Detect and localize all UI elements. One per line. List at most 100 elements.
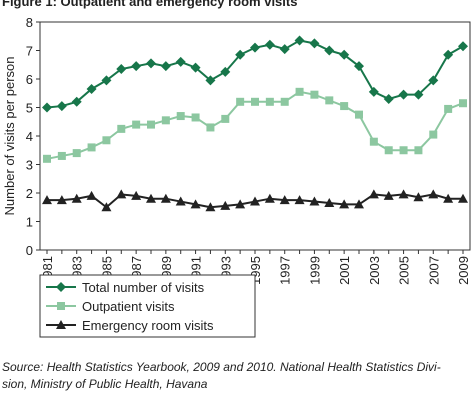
marker: [131, 61, 142, 72]
marker: [175, 56, 186, 67]
marker: [57, 302, 65, 310]
marker: [236, 97, 245, 106]
marker: [57, 151, 66, 160]
legend-label: Total number of visits: [82, 280, 205, 295]
marker: [398, 189, 409, 199]
marker: [458, 41, 468, 52]
y-tick-label: 2: [26, 186, 33, 201]
y-axis-label: Number of visits per person: [2, 57, 17, 216]
marker: [220, 66, 231, 77]
marker: [250, 196, 260, 206]
marker: [251, 97, 259, 106]
marker: [280, 97, 289, 106]
chart-title: Figure 1: Outpatient and emergency room …: [2, 0, 297, 9]
marker: [324, 45, 335, 56]
marker: [354, 199, 364, 209]
marker: [71, 193, 82, 203]
marker: [264, 193, 275, 203]
marker: [235, 199, 246, 209]
marker: [190, 62, 201, 73]
marker: [175, 196, 186, 206]
y-tick-label: 6: [26, 72, 33, 87]
marker: [399, 146, 408, 155]
marker: [383, 190, 394, 200]
marker: [355, 110, 363, 119]
marker: [56, 101, 67, 112]
marker: [458, 193, 468, 203]
marker: [161, 116, 170, 125]
y-tick-label: 4: [26, 129, 33, 144]
y-tick-label: 8: [26, 15, 33, 30]
marker: [443, 193, 454, 203]
marker: [444, 104, 453, 113]
marker: [146, 58, 156, 69]
marker: [339, 199, 350, 209]
y-tick-label: 7: [26, 44, 33, 59]
y-tick-label: 0: [26, 243, 33, 258]
y-tick-label: 5: [26, 101, 33, 116]
marker: [191, 113, 200, 122]
marker: [117, 124, 126, 133]
source: sion, Ministry of Public Health, Havana: [2, 377, 208, 391]
x-tick-label: 1997: [278, 256, 293, 285]
marker: [235, 49, 246, 60]
marker: [459, 99, 467, 108]
marker: [101, 202, 112, 212]
marker: [131, 190, 142, 200]
marker: [176, 112, 185, 121]
marker: [398, 89, 409, 100]
marker: [116, 189, 127, 199]
legend-label: Outpatient visits: [82, 299, 175, 314]
marker: [310, 90, 319, 99]
y-tick-label: 1: [26, 215, 33, 230]
marker: [250, 42, 260, 53]
x-tick-label: 2009: [456, 256, 471, 285]
marker: [132, 120, 141, 129]
marker: [429, 130, 438, 139]
marker: [86, 190, 97, 200]
marker: [279, 44, 290, 55]
marker: [146, 193, 156, 203]
marker: [309, 196, 320, 206]
marker: [443, 49, 454, 60]
marker: [87, 143, 96, 152]
marker: [116, 64, 127, 75]
x-tick-label: 2007: [426, 256, 441, 285]
marker: [354, 61, 364, 72]
marker: [279, 195, 290, 205]
x-tick-label: 1999: [307, 256, 322, 285]
marker: [102, 136, 111, 145]
marker: [295, 87, 304, 96]
marker: [86, 83, 97, 94]
marker: [294, 35, 305, 46]
marker: [56, 320, 66, 329]
x-tick-label: 2001: [337, 256, 352, 285]
y-tick-label: 3: [26, 158, 33, 173]
marker: [384, 146, 393, 155]
marker: [413, 192, 424, 202]
marker: [325, 96, 334, 105]
marker: [428, 75, 439, 86]
marker: [413, 89, 424, 100]
marker: [309, 38, 320, 49]
marker: [160, 61, 171, 72]
marker: [42, 102, 52, 113]
marker: [383, 93, 394, 104]
marker: [368, 86, 379, 97]
marker: [190, 199, 201, 209]
marker: [160, 193, 171, 203]
marker: [264, 39, 275, 50]
plot-frame: [39, 21, 471, 251]
source: Source: Health Statistics Yearbook, 2009…: [2, 360, 441, 374]
marker: [43, 154, 51, 163]
marker: [221, 114, 230, 123]
marker: [205, 75, 216, 86]
marker: [72, 149, 81, 158]
marker: [42, 195, 52, 205]
marker: [368, 189, 379, 199]
marker: [340, 102, 349, 111]
marker: [414, 146, 423, 155]
marker: [56, 282, 66, 292]
